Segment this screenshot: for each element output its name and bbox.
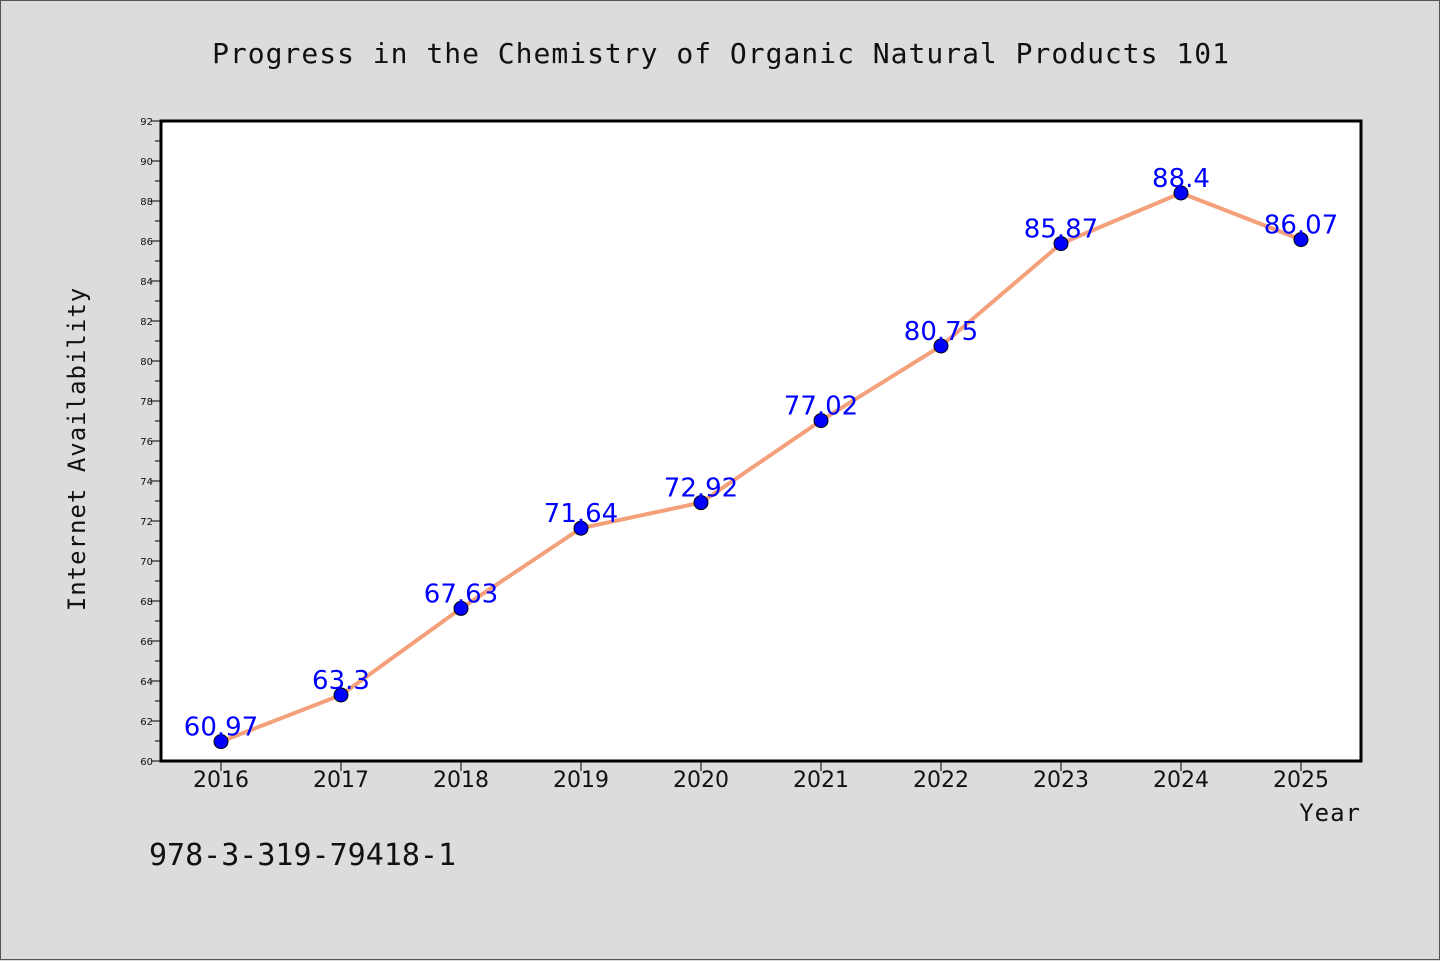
y-tick-label: 62	[140, 717, 153, 728]
series-line-group	[219, 191, 1303, 744]
y-tick-label: 70	[140, 557, 153, 568]
y-axis-label: Internet Availability	[63, 287, 91, 611]
y-tick-label: 82	[140, 317, 153, 328]
data-label: 86.07	[1264, 211, 1338, 241]
y-tick-label: 60	[140, 757, 153, 768]
x-tick-label: 2016	[193, 768, 249, 793]
x-tick-label: 2020	[673, 768, 729, 793]
data-label: 72.92	[664, 474, 738, 504]
data-labels-group: 60.97 63.3 67.63 71.64 72.92 77.02 80.75 85.87 8…	[184, 164, 1338, 743]
data-point-marker	[1053, 236, 1069, 252]
x-tick-label: 2023	[1033, 768, 1089, 793]
data-point-marker	[573, 520, 589, 536]
y-tick-label: 64	[140, 677, 153, 688]
data-point-marker	[1293, 232, 1309, 248]
y-tick-label: 88	[140, 197, 153, 208]
markers-group	[213, 185, 1309, 750]
data-point-marker	[453, 600, 469, 616]
data-point-marker	[213, 734, 229, 750]
isbn-footer: 978-3-319-79418-1	[149, 838, 456, 873]
data-point-marker	[333, 687, 349, 703]
data-label: 77.02	[784, 392, 858, 422]
data-label: 88.4	[1152, 164, 1210, 194]
x-tick-label: 2018	[433, 768, 489, 793]
plot-area	[159, 119, 1363, 763]
chart-title: Progress in the Chemistry of Organic Nat…	[212, 37, 1230, 70]
y-tick-label: 72	[140, 517, 153, 528]
data-label: 85.87	[1024, 215, 1098, 245]
data-label: 60.97	[184, 713, 258, 743]
y-tick-label: 78	[140, 397, 153, 408]
data-point-marker	[813, 413, 829, 429]
y-tick-label: 76	[140, 437, 153, 448]
data-point-marker	[933, 338, 949, 354]
series-line	[219, 191, 1303, 744]
x-tick-label: 2017	[313, 768, 369, 793]
x-axis: 2016 2017 2018 2019 2020 2021 2022 2023 2024 2025	[193, 761, 1329, 793]
data-label: 71.64	[544, 499, 618, 529]
x-axis-label: Year	[1299, 799, 1361, 827]
x-tick-label: 2024	[1153, 768, 1209, 793]
y-axis: 60 62 64 66 68 70 72 74 76 78 80 82 84 86 88 90 92	[140, 117, 161, 768]
y-tick-label: 68	[140, 597, 153, 608]
y-tick-label: 66	[140, 637, 153, 648]
y-tick-label: 80	[140, 357, 153, 368]
x-tick-label: 2021	[793, 768, 849, 793]
y-tick-label: 86	[140, 237, 153, 248]
data-label: 63.3	[312, 666, 370, 696]
data-label: 80.75	[904, 317, 978, 347]
y-tick-label: 74	[140, 477, 153, 488]
x-tick-label: 2022	[913, 768, 969, 793]
data-label: 67.63	[424, 579, 498, 609]
data-point-marker	[693, 495, 709, 511]
x-tick-label: 2019	[553, 768, 609, 793]
data-point-marker	[1173, 185, 1189, 201]
y-tick-label: 84	[140, 277, 153, 288]
y-tick-label: 92	[140, 117, 153, 128]
y-tick-label: 90	[140, 157, 153, 168]
x-tick-label: 2025	[1273, 768, 1329, 793]
